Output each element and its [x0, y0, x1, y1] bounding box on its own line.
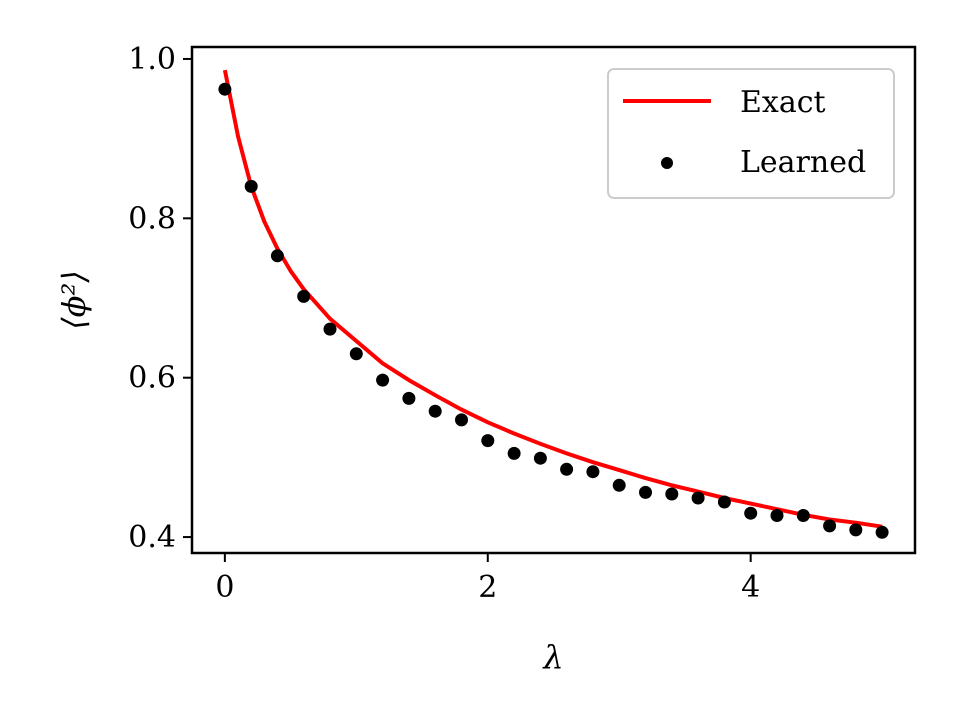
data-point-learned: [481, 434, 495, 448]
data-point-learned: [244, 179, 258, 193]
data-point-learned: [665, 487, 679, 501]
x-axis-label: λ: [541, 638, 563, 676]
y-tick-label: 0.4: [128, 520, 176, 555]
axes-frame: [190, 45, 917, 555]
data-point-learned: [612, 478, 626, 492]
ticks: 0 2 4 0.4 0.6 0.8 1.0: [128, 42, 760, 605]
data-point-learned: [639, 485, 652, 499]
data-point-learned: [744, 506, 758, 520]
y-tick-label: 1.0: [128, 42, 176, 77]
x-tick-label: 2: [478, 570, 497, 605]
data-point-learned: [875, 525, 889, 539]
data-point-learned: [717, 495, 731, 509]
data-point-learned: [270, 249, 284, 263]
legend-exact-label: Exact: [740, 85, 826, 120]
y-tick-label: 0.6: [128, 361, 176, 396]
legend-learned-swatch: [661, 157, 673, 169]
legend-learned-label: Learned: [740, 145, 866, 180]
legend: Exact Learned: [607, 68, 895, 199]
data-point-learned: [297, 289, 311, 303]
data-point-learned: [849, 523, 863, 537]
y-axis-label: ⟨ϕ²⟩: [55, 270, 93, 330]
data-point-learned: [560, 462, 574, 476]
x-tick-label: 4: [741, 570, 760, 605]
data-point-learned: [770, 509, 784, 522]
data-point-learned: [218, 82, 232, 96]
data-point-learned: [507, 446, 521, 460]
data-point-learned: [691, 491, 705, 505]
data-point-learned: [455, 413, 468, 427]
y-tick-label: 0.8: [128, 201, 176, 236]
data-point-learned: [428, 404, 442, 418]
data-point-learned: [323, 322, 337, 336]
x-tick-label: 0: [215, 570, 234, 605]
data-point-learned: [349, 347, 363, 361]
data-point-learned: [796, 509, 810, 522]
plot-area: [218, 69, 889, 539]
data-point-learned: [533, 451, 547, 465]
data-point-learned: [823, 519, 837, 533]
data-point-learned: [376, 373, 390, 387]
data-point-learned: [586, 465, 600, 479]
data-point-learned: [402, 391, 416, 405]
series-line-exact: [222, 69, 883, 529]
